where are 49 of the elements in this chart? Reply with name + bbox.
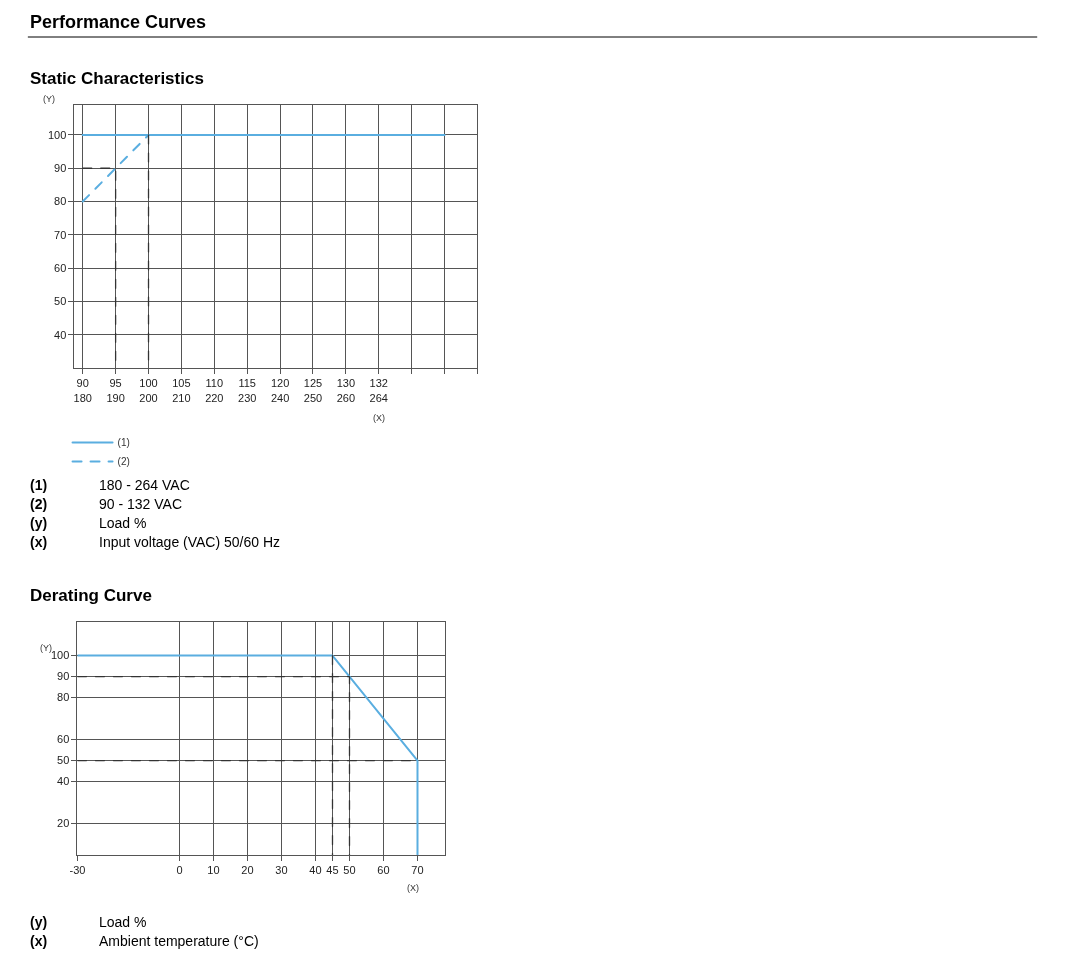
y-tick-label: 50: [54, 295, 67, 308]
y-tick-label: 80: [57, 691, 70, 704]
x-tick-label: 20: [241, 864, 254, 877]
text: (y) Load %: [30, 515, 147, 531]
text: (x) Ambient temperature (°C): [30, 933, 259, 949]
x-tick-label: 0: [176, 864, 183, 877]
y-tick-label: 60: [54, 261, 67, 274]
y-axis-title: (Y): [40, 643, 52, 653]
chart-subtitle: Static Characteristics: [30, 69, 204, 88]
text: (y) Load %: [30, 914, 147, 930]
x-tick-label: 95 190: [106, 377, 125, 404]
x-tick-label: -30: [69, 864, 86, 877]
y-tick-label: 40: [54, 328, 67, 341]
x-tick-label: 132 264: [369, 377, 388, 404]
x-tick-label: 30: [275, 864, 288, 877]
y-tick-label: 40: [57, 775, 70, 788]
y-tick-label: 80: [54, 195, 67, 208]
y-tick-label: 90: [54, 162, 67, 175]
legend-label: (1): [117, 437, 130, 449]
x-axis-title: (X): [407, 883, 419, 893]
x-tick-label: 105 210: [172, 377, 191, 404]
y-tick-label: 20: [57, 817, 70, 830]
x-tick-label: 110 220: [205, 377, 224, 404]
legend-label: (2): [117, 456, 130, 468]
x-tick-label: 120 240: [270, 377, 290, 404]
y-axis-title: (Y): [43, 94, 55, 104]
text: (2) 90 - 132 VAC: [30, 496, 183, 512]
x-tick-label: 115 230: [238, 377, 257, 404]
x-tick-label: 100 200: [139, 377, 158, 404]
x-tick-label: 40: [309, 864, 322, 877]
x-tick-label: 125 250: [303, 377, 323, 404]
y-tick-label: 100: [47, 128, 67, 141]
chart-title: Derating Curve: [30, 586, 152, 605]
y-tick-label: 90: [57, 670, 70, 683]
x-tick-label: 45: [326, 864, 339, 877]
line-series: [77, 654, 419, 855]
text: (x) Input voltage (VAC) 50/60 Hz: [30, 534, 281, 550]
x-tick-label: 130 260: [336, 377, 356, 404]
x-axis-title: (X): [373, 413, 385, 423]
x-tick-label: 70: [411, 864, 424, 877]
y-tick-label: 50: [57, 754, 70, 767]
x-tick-label: 10: [207, 864, 220, 877]
text: (1) 180 - 264 VAC: [30, 477, 190, 493]
x-tick-label: 60: [377, 864, 390, 877]
x-tick-label: 90 180: [73, 377, 92, 404]
chart-title: Performance Curves: [30, 12, 207, 32]
y-tick-label: 60: [57, 733, 70, 746]
x-tick-label: 50: [343, 864, 356, 877]
y-tick-label: 70: [54, 228, 67, 241]
